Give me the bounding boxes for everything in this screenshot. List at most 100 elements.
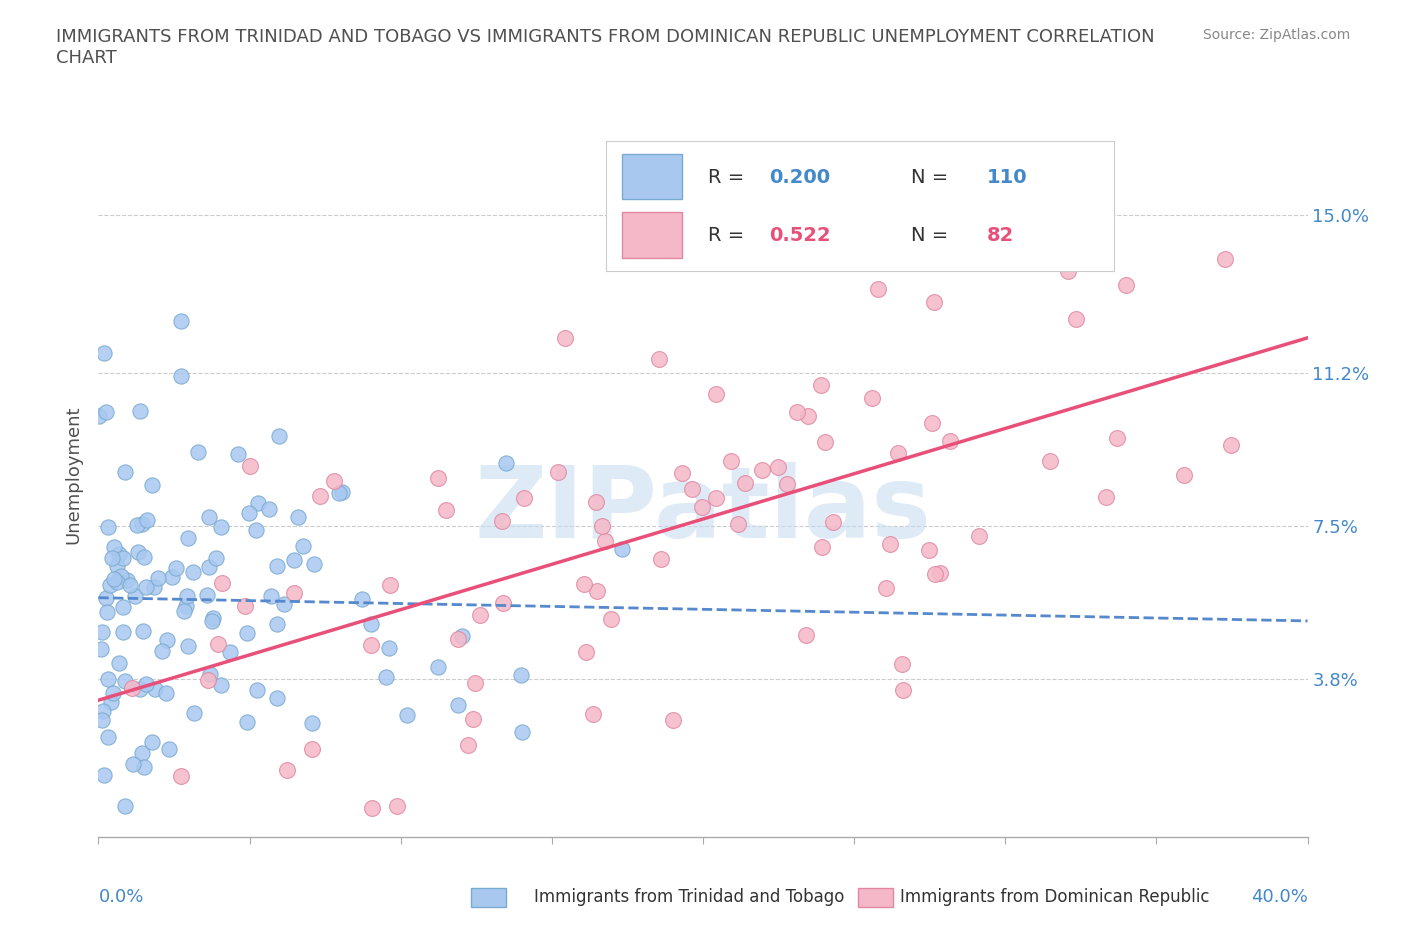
Point: [233, 598, 256, 613]
Point: [266, 690, 288, 705]
Point: [585, 583, 607, 598]
Point: [879, 537, 901, 551]
Point: [209, 519, 232, 534]
Point: [114, 799, 136, 814]
Point: [509, 668, 531, 683]
Point: [121, 680, 143, 695]
Point: [108, 547, 131, 562]
Point: [512, 491, 534, 506]
Point: [582, 706, 605, 721]
Point: [132, 759, 155, 774]
Point: [352, 591, 374, 606]
Point: [156, 632, 179, 647]
Point: [131, 516, 153, 531]
Point: [328, 485, 350, 500]
Point: [174, 598, 197, 613]
Point: [141, 478, 163, 493]
Point: [131, 745, 153, 760]
Point: [136, 513, 159, 528]
Text: Source: ZipAtlas.com: Source: ZipAtlas.com: [1202, 28, 1350, 42]
Point: [177, 531, 200, 546]
Point: [273, 596, 295, 611]
Point: [141, 735, 163, 750]
Point: [330, 485, 353, 499]
Point: [100, 695, 122, 710]
Point: [887, 446, 910, 461]
Point: [150, 644, 173, 658]
Point: [491, 513, 513, 528]
Point: [650, 551, 672, 566]
Point: [197, 673, 219, 688]
Point: [322, 473, 344, 488]
Point: [195, 588, 218, 603]
Point: [200, 614, 222, 629]
Point: [395, 708, 418, 723]
Point: [734, 475, 756, 490]
Point: [155, 685, 177, 700]
Point: [447, 632, 470, 647]
Point: [226, 446, 249, 461]
Point: [246, 496, 269, 511]
Point: [436, 503, 458, 518]
Point: [98, 578, 121, 592]
Point: [377, 641, 399, 656]
Point: [939, 433, 962, 448]
Point: [361, 800, 384, 815]
Point: [786, 405, 808, 419]
Point: [260, 589, 283, 604]
Point: [1084, 211, 1107, 226]
Point: [125, 518, 148, 533]
Point: [593, 533, 616, 548]
Point: [135, 579, 157, 594]
Point: [198, 560, 221, 575]
Point: [671, 466, 693, 481]
Point: [922, 295, 945, 310]
Point: [108, 655, 131, 670]
Point: [301, 715, 323, 730]
Point: [378, 578, 401, 592]
Point: [794, 628, 817, 643]
Point: [245, 523, 267, 538]
Point: [1219, 437, 1241, 452]
Point: [554, 331, 576, 346]
Point: [181, 565, 204, 579]
Point: [662, 712, 685, 727]
Point: [648, 352, 671, 366]
Point: [918, 542, 941, 557]
Point: [309, 489, 332, 504]
Point: [112, 551, 135, 565]
Point: [132, 550, 155, 565]
Point: [599, 611, 621, 626]
Point: [495, 455, 517, 470]
Point: [451, 629, 474, 644]
Point: [127, 545, 149, 560]
Point: [201, 610, 224, 625]
Point: [257, 501, 280, 516]
Point: [510, 724, 533, 739]
Point: [160, 570, 183, 585]
Point: [97, 730, 120, 745]
Point: [122, 756, 145, 771]
Point: [110, 569, 132, 584]
Point: [236, 625, 259, 640]
Point: [97, 519, 120, 534]
Point: [211, 575, 233, 590]
Point: [766, 460, 789, 475]
Point: [97, 671, 120, 686]
Point: [103, 539, 125, 554]
Point: [585, 495, 607, 510]
Point: [93, 346, 115, 361]
Point: [187, 445, 209, 459]
Point: [177, 639, 200, 654]
Point: [811, 539, 834, 554]
Point: [218, 644, 240, 659]
Text: 40.0%: 40.0%: [1251, 888, 1308, 906]
Text: Immigrants from Trinidad and Tobago: Immigrants from Trinidad and Tobago: [534, 888, 845, 907]
Point: [821, 514, 844, 529]
Point: [291, 538, 314, 553]
Point: [813, 434, 835, 449]
Point: [105, 575, 128, 590]
Point: [266, 559, 288, 574]
Point: [146, 571, 169, 586]
Point: [96, 405, 118, 419]
